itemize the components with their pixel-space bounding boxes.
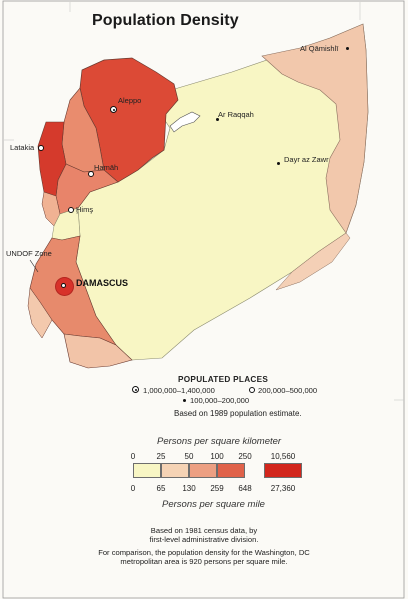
undof-pointer — [29, 259, 39, 273]
source-line-1: Based on 1981 census data, by — [150, 526, 258, 535]
km-tick-2: 50 — [184, 452, 194, 461]
map-title: Population Density — [92, 12, 239, 29]
label-undof-zone: UNDOF Zone — [6, 249, 52, 258]
km-tick-0: 0 — [130, 452, 136, 461]
km-tick-3: 100 — [210, 452, 224, 461]
region-south — [63, 333, 133, 369]
legend-tier2-label: 200,000–500,000 — [258, 386, 318, 395]
swatch-5 — [264, 463, 302, 478]
km-tick-4: 250 — [238, 452, 252, 461]
mi-tick-1: 65 — [156, 484, 166, 493]
mi-tick-3: 259 — [210, 484, 224, 493]
estimate-note: Based on 1989 population estimate. — [174, 409, 302, 418]
swatch-4 — [217, 463, 245, 478]
label-hims: Ḩimş — [76, 205, 94, 214]
km-tick-5: 10,560 — [270, 452, 296, 461]
hims-marker-icon — [68, 207, 74, 213]
label-dayr-az-zawr: Dayr az Zawr — [284, 155, 329, 164]
region-euphrates — [275, 232, 351, 291]
legend-tier3-icon — [183, 399, 186, 402]
dayr-az-zawr-marker-icon — [277, 162, 280, 165]
mi-tick-0: 0 — [130, 484, 136, 493]
damascus-marker-icon — [56, 278, 73, 295]
mi-tick-5: 27,360 — [270, 484, 296, 493]
label-damascus: DAMASCUS — [76, 278, 129, 288]
swatch-1 — [133, 463, 161, 478]
swatch-3 — [189, 463, 217, 478]
mi-caption: Persons per square mile — [162, 499, 265, 510]
source-line-4: metropolitan area is 920 persons per squ… — [120, 557, 288, 566]
graticule — [4, 2, 404, 401]
ar-raqqah-marker-icon — [216, 118, 219, 121]
legend-heading: POPULATED PLACES — [178, 375, 269, 384]
label-aleppo: Aleppo — [118, 96, 142, 105]
region-latakia — [37, 121, 67, 197]
latakia-marker-icon — [38, 145, 44, 151]
legend-tier1-icon — [132, 386, 139, 393]
legend-tier2-icon — [249, 387, 255, 393]
source-line-2: first-level administrative division. — [149, 535, 259, 544]
label-hamah: Hamāh — [94, 163, 119, 172]
swatch-2 — [161, 463, 189, 478]
mi-tick-4: 648 — [238, 484, 252, 493]
label-ar-raqqah: Ar Raqqah — [218, 110, 254, 119]
label-latakia: Latakia — [10, 143, 35, 152]
al-qamishli-marker-icon — [346, 47, 349, 50]
km-caption: Persons per square kilometer — [157, 436, 282, 447]
region-quneitra — [27, 287, 53, 339]
lake-assad — [169, 111, 201, 133]
km-tick-1: 25 — [156, 452, 166, 461]
region-northeast — [261, 23, 369, 234]
aleppo-marker-icon — [110, 106, 117, 113]
source-line-3: For comparison, the population density f… — [98, 548, 310, 557]
legend-tier3-label: 100,000–200,000 — [190, 396, 250, 405]
legend-tier1-label: 1,000,000–1,400,000 — [143, 386, 215, 395]
label-al-qamishli: Al Qāmishlī — [300, 44, 339, 53]
mi-tick-2: 130 — [182, 484, 196, 493]
hamah-marker-icon — [88, 171, 94, 177]
